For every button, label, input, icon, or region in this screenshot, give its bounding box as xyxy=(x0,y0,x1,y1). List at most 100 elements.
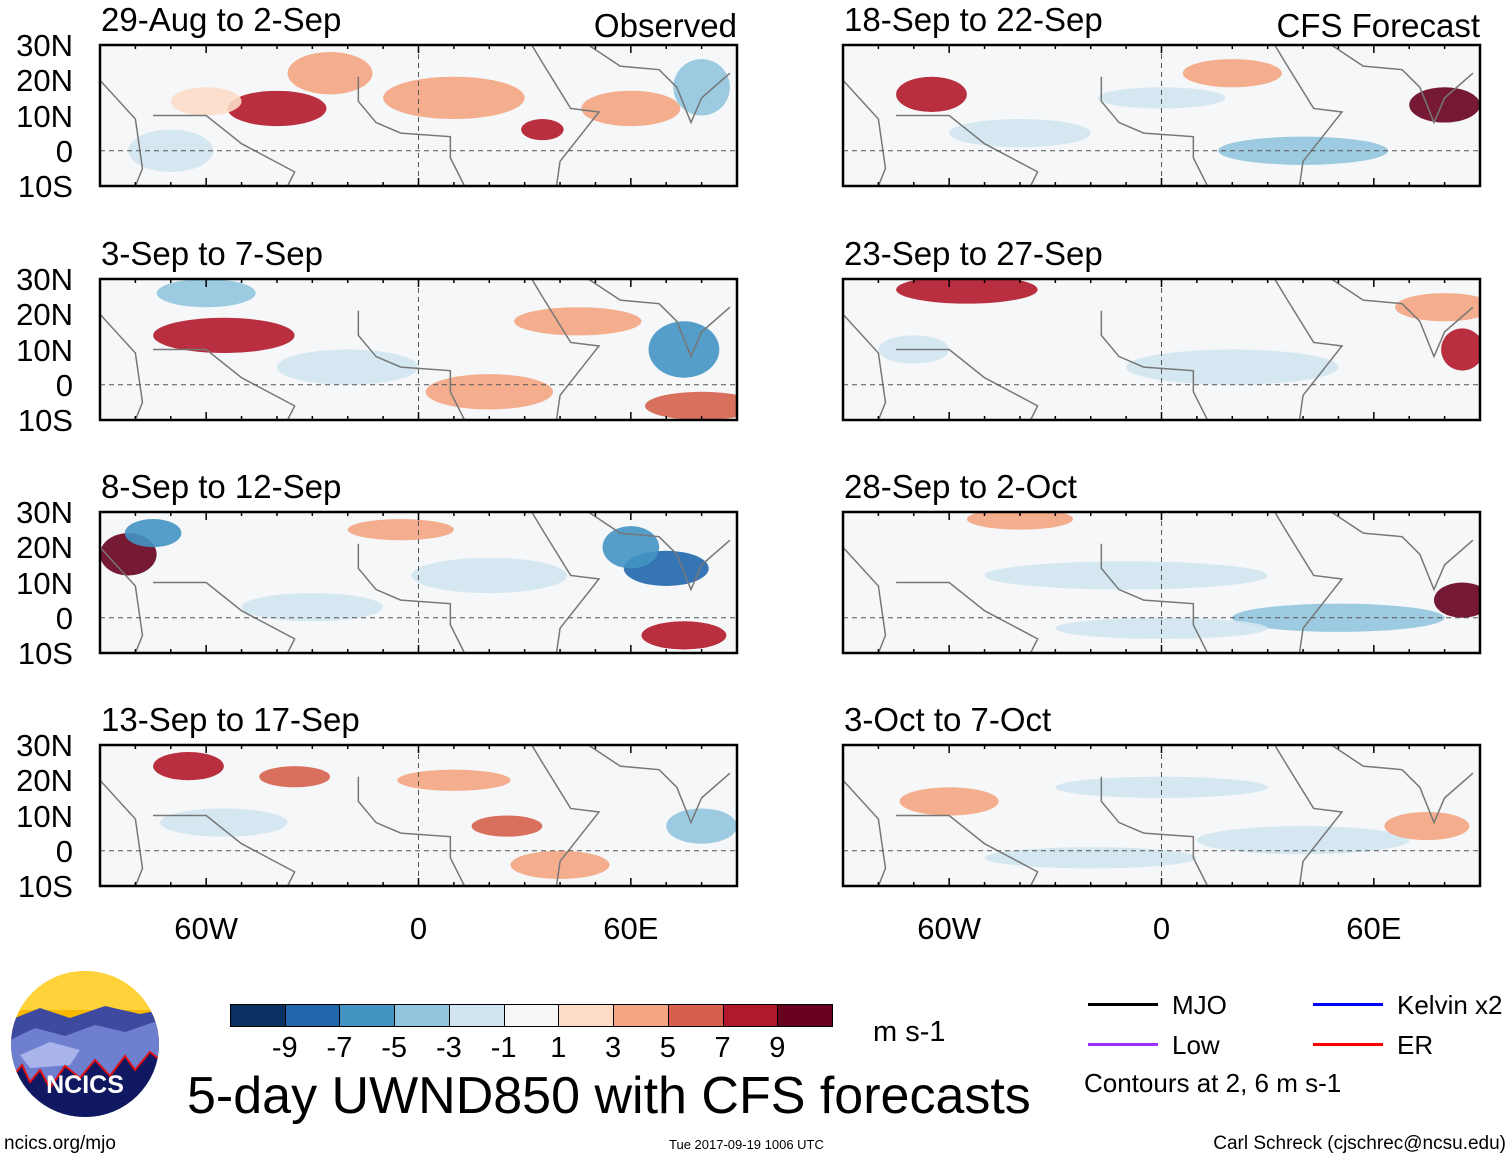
colorbar-swatch xyxy=(613,1004,669,1027)
anomaly-region xyxy=(896,76,967,112)
anomaly-region xyxy=(227,90,327,127)
anomaly-region xyxy=(397,769,511,791)
lat-tick-label: 30N xyxy=(16,495,73,530)
panel-title: 3-Sep to 7-Sep xyxy=(101,235,323,272)
anomaly-region xyxy=(425,374,553,410)
anomaly-region xyxy=(411,557,568,594)
colorbar-swatch xyxy=(339,1004,396,1027)
anomaly-region xyxy=(1097,87,1226,109)
lon-tick-label: 0 xyxy=(409,911,428,946)
anomaly-region xyxy=(645,391,737,420)
lat-tick-label: 30N xyxy=(16,262,73,297)
legend-label: MJO xyxy=(1172,990,1227,1020)
colorbar-label: -9 xyxy=(271,1032,298,1064)
lon-tick-label: 60W xyxy=(174,911,239,946)
anomaly-region xyxy=(984,847,1197,869)
lat-tick-label: 10S xyxy=(17,636,73,671)
anomaly-region xyxy=(1182,59,1282,88)
lat-tick-label: 20N xyxy=(16,63,73,99)
anomaly-region xyxy=(124,519,182,548)
colorbar-swatch xyxy=(722,1004,779,1027)
anomaly-region xyxy=(276,349,419,385)
anomaly-region xyxy=(1384,811,1470,841)
colorbar-label: -5 xyxy=(381,1032,408,1064)
lat-tick-label: 10S xyxy=(17,869,73,904)
lon-tick-label: 60W xyxy=(917,911,982,946)
coastline xyxy=(100,745,731,886)
legend-line-kelvin-x2 xyxy=(1313,1003,1383,1006)
legend-line-mjo xyxy=(1088,1003,1158,1006)
colorbar-label: -7 xyxy=(326,1032,353,1064)
colorbar-label: 1 xyxy=(550,1032,567,1064)
lat-tick-label: 10N xyxy=(16,332,73,368)
coastline xyxy=(843,45,1474,186)
coastline xyxy=(843,279,1474,420)
colorbar-label: 9 xyxy=(769,1032,786,1064)
logo-text: NCICS xyxy=(46,1071,124,1099)
colorbar-label: 3 xyxy=(605,1032,622,1064)
lon-tick-label: 60E xyxy=(603,911,659,946)
column-label-left: Observed xyxy=(593,7,737,44)
ncics-logo[interactable]: NCICS xyxy=(10,970,160,1118)
colorbar-label: 7 xyxy=(714,1032,731,1064)
anomaly-region xyxy=(966,512,1074,530)
panel-title: 3-Oct to 7-Oct xyxy=(844,701,1052,738)
colorbar-swatch xyxy=(284,1004,341,1027)
anomaly-region xyxy=(259,766,331,788)
anomaly-region xyxy=(666,808,737,844)
anomaly-region xyxy=(648,321,720,378)
anomaly-region xyxy=(899,787,999,816)
lat-tick-label: 0 xyxy=(55,600,73,636)
anomaly-region xyxy=(641,621,727,650)
colorbar-swatch xyxy=(448,1004,505,1027)
anomaly-region xyxy=(128,129,214,172)
footer-url[interactable]: ncics.org/mjo xyxy=(4,1133,116,1154)
anomaly-region xyxy=(156,279,256,308)
colorbar-swatch xyxy=(394,1004,450,1027)
lon-tick-label: 0 xyxy=(1152,911,1171,946)
coastline xyxy=(100,45,731,186)
anomaly-region xyxy=(287,52,373,95)
anomaly-region xyxy=(581,90,681,127)
anomaly-region xyxy=(673,59,730,116)
colorbar-swatch xyxy=(777,1004,833,1027)
map-panel xyxy=(98,43,739,188)
anomaly-region xyxy=(170,87,242,116)
lat-tick-label: 10N xyxy=(16,798,73,834)
lat-tick-label: 10N xyxy=(16,565,73,601)
lat-tick-label: 30N xyxy=(16,728,73,763)
anomaly-region xyxy=(521,119,564,141)
colorbar-swatch xyxy=(667,1004,724,1027)
anomaly-region xyxy=(602,526,660,569)
coastline xyxy=(843,512,1474,653)
map-panel xyxy=(841,510,1482,655)
anomaly-region xyxy=(949,119,1091,148)
lat-tick-label: 10N xyxy=(16,98,73,134)
lat-tick-label: 0 xyxy=(55,133,73,169)
anomaly-region xyxy=(896,279,1038,304)
panel-title: 23-Sep to 27-Sep xyxy=(844,235,1103,272)
lat-tick-label: 20N xyxy=(16,297,73,333)
panel-title: 18-Sep to 22-Sep xyxy=(844,1,1103,38)
colorbar-label: -3 xyxy=(436,1032,462,1064)
colorbar-label: 5 xyxy=(659,1032,676,1064)
anomaly-region xyxy=(1441,328,1480,371)
anomaly-region xyxy=(383,76,525,120)
legend-line-low xyxy=(1088,1043,1158,1046)
map-panel xyxy=(841,277,1482,422)
coastline xyxy=(843,745,1474,886)
lon-tick-label: 60E xyxy=(1346,911,1402,946)
colorbar-swatch xyxy=(230,1004,286,1027)
anomaly-region xyxy=(514,307,642,336)
anomaly-region xyxy=(1434,582,1480,618)
anomaly-region xyxy=(153,317,295,354)
anomaly-region xyxy=(1395,293,1480,322)
legend-label: Kelvin x2 xyxy=(1397,990,1503,1020)
panel-title: 28-Sep to 2-Oct xyxy=(844,468,1077,505)
lat-tick-label: 20N xyxy=(16,530,73,566)
column-label-right: CFS Forecast xyxy=(1276,7,1480,44)
colorbar-swatch xyxy=(558,1004,615,1027)
anomaly-region xyxy=(1126,349,1339,385)
colorbar-swatch xyxy=(503,1004,560,1027)
anomaly-region xyxy=(241,593,384,622)
